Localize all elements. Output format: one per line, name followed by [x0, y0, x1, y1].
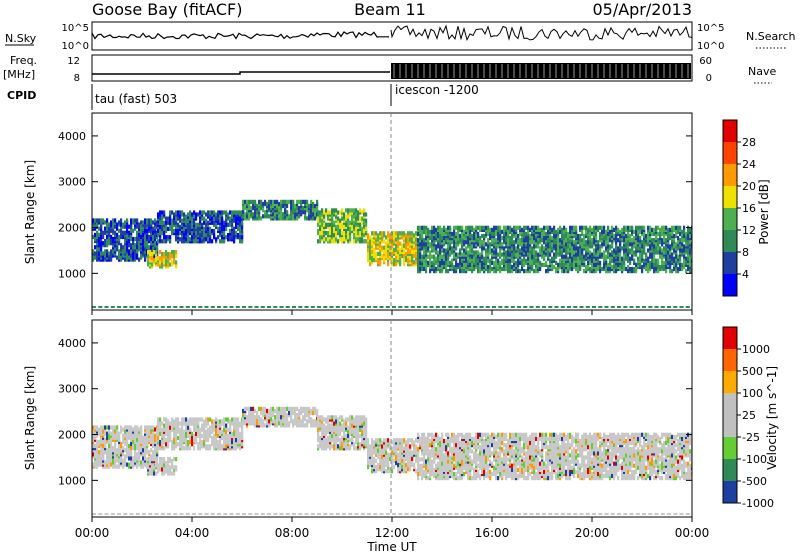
- velocity-colorbar-swatch: [723, 393, 737, 415]
- freq-tick-top: 12: [67, 56, 80, 67]
- xaxis-tick: 08:00: [275, 526, 310, 540]
- power-colorbar-tick: 8: [742, 246, 749, 259]
- nsearch-tick-bottom: 10^0: [697, 41, 724, 52]
- power-colorbar-tick: 16: [742, 202, 756, 215]
- velocity-colorbar-tick: 500: [742, 365, 763, 378]
- power-ylabel: Slant Range [km]: [23, 160, 37, 264]
- nave-tick-bottom: 0: [706, 73, 712, 84]
- xaxis-tick: 00:00: [75, 526, 110, 540]
- velocity-colorbar-label: Velocity [m s^-1]: [765, 366, 779, 470]
- cpid-strip: CPID tau (fast) 503 icescon -1200: [7, 83, 479, 110]
- power-panel: 4000 3000 2000 1000 Slant Range [km] 28 24 20…: [23, 112, 771, 311]
- power-ytick: 2000: [58, 222, 86, 235]
- velocity-colorbar: 1000 500 100 25 -25 -100 -500 -1000: [722, 326, 774, 510]
- velocity-colorbar-swatch: [723, 327, 737, 349]
- power-colorbar-tick: 24: [742, 158, 756, 171]
- velocity-colorbar-swatch: [723, 349, 737, 371]
- nsky-tick-top: 10^5: [62, 23, 89, 34]
- freq-unit: [MHz]: [3, 68, 35, 81]
- nsky-label: N.Sky: [5, 32, 37, 45]
- beam-title: Beam 11: [354, 0, 426, 19]
- power-colorbar-tick: 12: [742, 224, 756, 237]
- nsky-tick-bottom: 10^0: [62, 41, 89, 52]
- cpid-label: CPID: [7, 89, 36, 102]
- velocity-ylabel: Slant Range [km]: [23, 366, 37, 470]
- xaxis-tick: 20:00: [575, 526, 610, 540]
- velocity-colorbar-tick: 1000: [742, 343, 770, 356]
- velocity-colorbar-tick: 25: [742, 409, 756, 422]
- xaxis-tick: 00:00: [675, 526, 710, 540]
- velocity-ytick: 4000: [58, 337, 86, 350]
- power-colorbar-swatch: [723, 120, 737, 142]
- velocity-ytick: 3000: [58, 383, 86, 396]
- power-colorbar-swatch: [723, 164, 737, 186]
- velocity-colorbar-swatch: [723, 371, 737, 393]
- velocity-colorbar-swatch: [723, 415, 737, 437]
- nave-tick-top: 60: [699, 56, 712, 67]
- cpid-segment-1: tau (fast) 503: [95, 92, 177, 106]
- power-colorbar-swatch: [723, 230, 737, 252]
- velocity-colorbar-swatch: [723, 437, 737, 459]
- power-colorbar-swatch: [723, 208, 737, 230]
- velocity-colorbar-tick: -500: [742, 475, 767, 488]
- velocity-ytick: 1000: [58, 474, 86, 487]
- xaxis-label: Time UT: [366, 540, 417, 554]
- nsearch-tick-top: 10^5: [697, 23, 724, 34]
- velocity-ytick: 2000: [58, 429, 86, 442]
- power-colorbar-swatch: [723, 252, 737, 274]
- power-colorbar: 28 24 20 16 12 8 4: [722, 119, 756, 297]
- velocity-colorbar-tick: -100: [742, 453, 767, 466]
- power-ytick: 3000: [58, 176, 86, 189]
- xaxis-tick: 16:00: [475, 526, 510, 540]
- power-colorbar-swatch: [723, 142, 737, 164]
- velocity-panel: 4000 3000 2000 1000 Slant Range [km] 1000 50…: [23, 319, 779, 518]
- nsky-strip: N.Sky 10^5 10^0 10^5 10^0 N.Search: [5, 21, 796, 52]
- cpid-segment-2: icescon -1200: [395, 83, 479, 97]
- power-ytick: 4000: [58, 130, 86, 143]
- power-colorbar-tick: 28: [742, 136, 756, 149]
- power-colorbar-swatch: [723, 274, 737, 296]
- nsky-trace: [91, 31, 390, 40]
- nsearch-trace: [390, 24, 693, 41]
- velocity-colorbar-swatch: [723, 459, 737, 481]
- velocity-colorbar-tick: -1000: [742, 497, 774, 510]
- xaxis-tick: 12:00: [375, 526, 410, 540]
- power-ytick: 1000: [58, 267, 86, 280]
- power-colorbar-swatch: [723, 186, 737, 208]
- freq-strip: Freq. [MHz] 12 8 60 0 Nave: [3, 54, 776, 84]
- velocity-colorbar-swatch: [723, 481, 737, 503]
- freq-trace: [92, 71, 390, 75]
- nsearch-label: N.Search: [746, 30, 796, 43]
- power-colorbar-label: Power [dB]: [757, 179, 771, 244]
- freq-label: Freq.: [10, 54, 37, 67]
- power-colorbar-tick: 20: [742, 180, 756, 193]
- xaxis-tick: 04:00: [175, 526, 210, 540]
- date-title: 05/Apr/2013: [592, 0, 692, 19]
- freq-tick-bottom: 8: [74, 73, 80, 84]
- power-colorbar-tick: 4: [742, 268, 749, 281]
- nave-label: Nave: [748, 65, 776, 78]
- velocity-colorbar-tick: -25: [742, 431, 760, 444]
- station-title: Goose Bay (fitACF): [92, 0, 242, 19]
- velocity-colorbar-tick: 100: [742, 387, 763, 400]
- time-axis: 00:00 04:00 08:00 12:00 16:00 20:00 00:00: [75, 310, 710, 540]
